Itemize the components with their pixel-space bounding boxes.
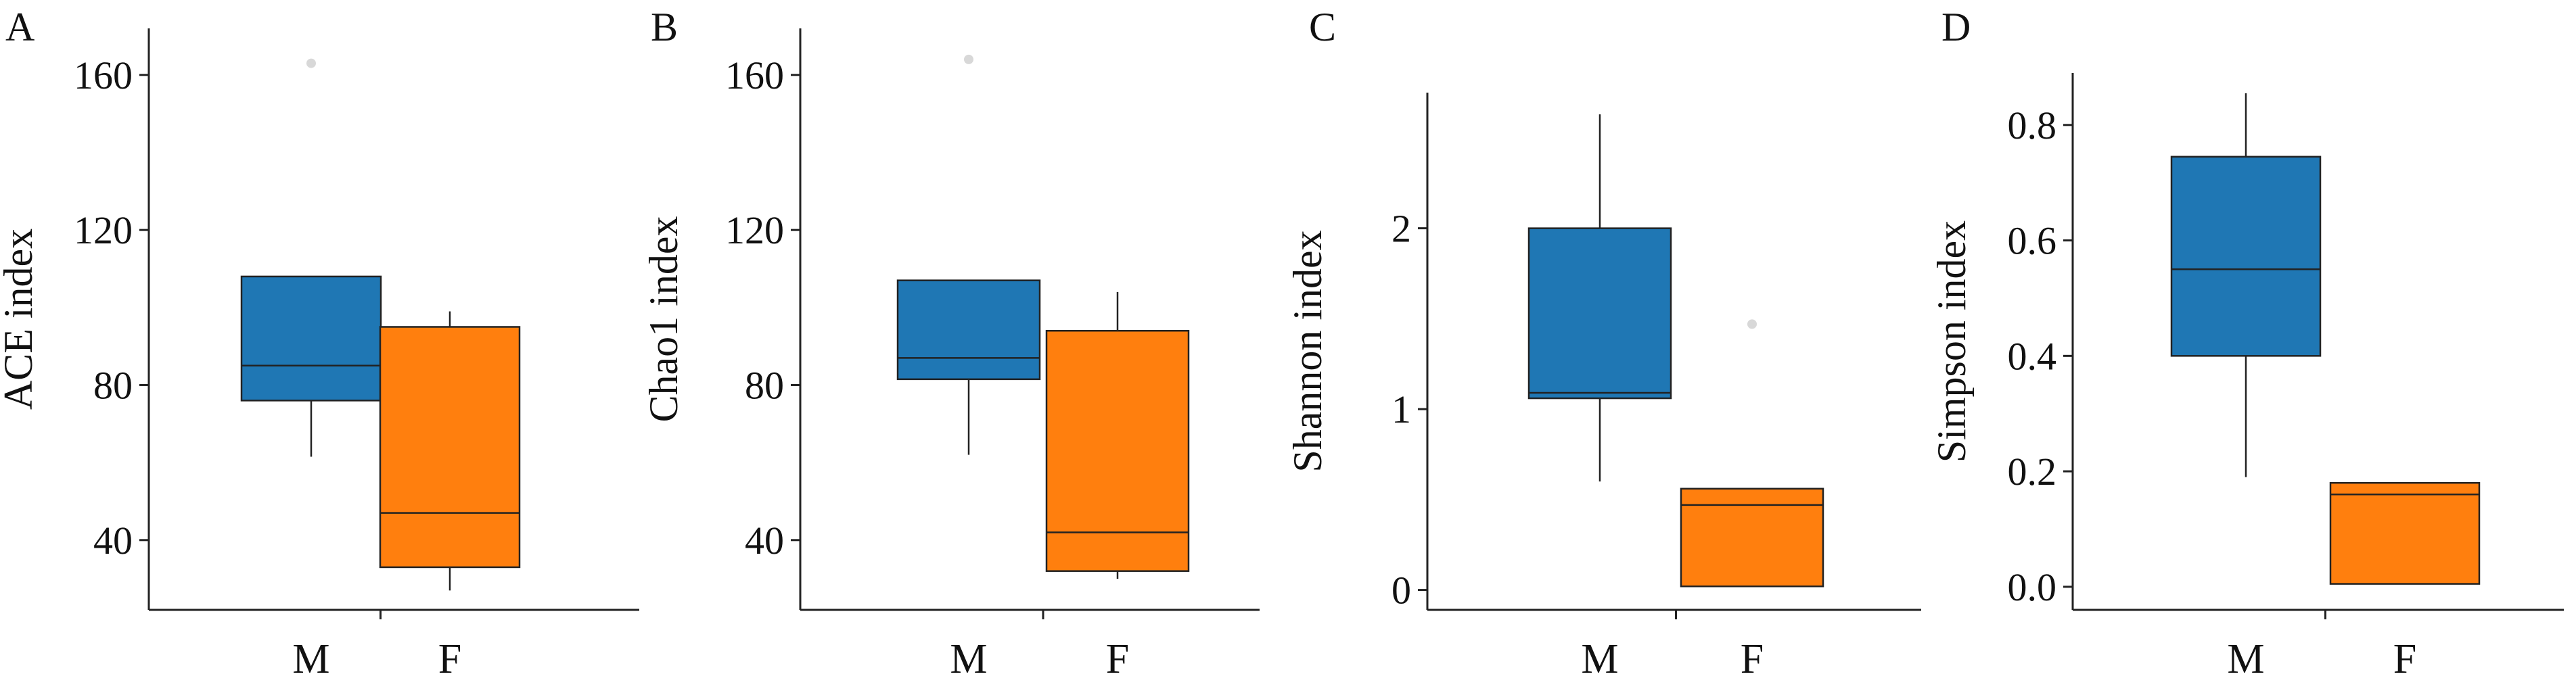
iqr-box: [1045, 329, 1190, 572]
box-m: [2170, 93, 2322, 477]
box-f: [379, 311, 521, 591]
y-tick-label: 2: [1392, 207, 1411, 251]
panel-label: A: [5, 5, 34, 49]
x-tick-label: F: [438, 636, 461, 682]
chart-panel-c: C 0 1 2 Shannon index M F: [1285, 5, 1921, 682]
x-tick-label: F: [1741, 636, 1764, 682]
x-tick-label: F: [2393, 636, 2416, 682]
x-tick-label: M: [292, 636, 329, 682]
y-tick-label: 120: [725, 208, 784, 252]
y-tick-label: 40: [93, 519, 133, 563]
y-tick-label: 120: [74, 208, 133, 252]
box-f: [1680, 319, 1824, 588]
y-tick-label: 0.0: [2008, 565, 2057, 609]
x-tick-label: M: [950, 636, 987, 682]
box-m: [1527, 114, 1672, 482]
y-tick-label: 0.6: [2008, 219, 2057, 263]
y-tick-label: 40: [745, 519, 784, 563]
x-tick-label: F: [1106, 636, 1129, 682]
y-tick-label: 160: [725, 53, 784, 97]
outlier-point: [964, 54, 973, 64]
y-tick-label: 1: [1392, 387, 1411, 431]
iqr-box: [1527, 227, 1672, 400]
chart-panel-b: B 40 80 120 160 Chao1 index M F: [641, 5, 1260, 682]
chart-panel-d: D 0.0 0.2 0.4 0.6 0.8 Simpson index M F: [1929, 5, 2564, 682]
box-f: [1045, 291, 1190, 579]
x-tick-label: M: [1581, 636, 1618, 682]
box-m: [896, 54, 1041, 455]
panel-label: B: [651, 5, 678, 49]
y-tick-label: 160: [74, 53, 133, 97]
iqr-box: [896, 279, 1041, 381]
outlier-point: [1747, 319, 1757, 329]
y-axis-title: Simpson index: [1929, 220, 1974, 462]
y-tick-label: 0.4: [2008, 334, 2057, 378]
chart-panel-a: A 40 80 120 160 ACE index M F: [0, 5, 639, 682]
y-tick-label: 0.2: [2008, 450, 2057, 494]
y-tick-label: 80: [745, 363, 784, 407]
y-axis-title: Shannon index: [1285, 230, 1330, 472]
iqr-box: [2329, 481, 2481, 585]
y-axis-title: ACE index: [0, 229, 41, 410]
y-axis-title: Chao1 index: [641, 216, 686, 423]
x-tick-label: M: [2227, 636, 2264, 682]
box-f: [2329, 481, 2481, 585]
y-tick-label: 80: [93, 363, 133, 407]
iqr-box: [240, 275, 382, 402]
outlier-point: [306, 58, 316, 68]
iqr-box: [379, 326, 521, 569]
box-m: [240, 58, 382, 457]
y-tick-label: 0: [1392, 569, 1411, 613]
iqr-box: [1680, 487, 1824, 588]
iqr-box: [2170, 156, 2322, 357]
y-tick-label: 0.8: [2008, 103, 2057, 147]
panel-label: C: [1309, 5, 1336, 49]
panel-label: D: [1941, 5, 1971, 49]
